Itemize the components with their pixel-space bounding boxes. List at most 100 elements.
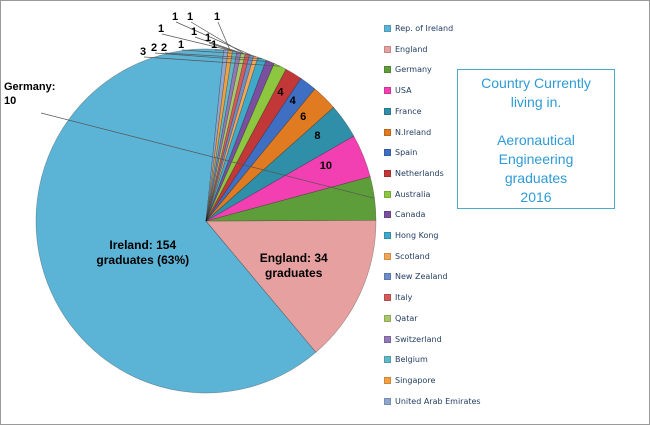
legend-label: Italy xyxy=(395,293,413,303)
leader-line xyxy=(143,56,281,67)
leader-line xyxy=(40,112,375,199)
pie-slice-spain xyxy=(205,77,316,222)
slice-label-n-ireland: 6 xyxy=(300,111,306,123)
slice-label-new-zealand: 1 xyxy=(172,11,178,23)
leader-line xyxy=(194,36,239,53)
legend-label: Germany xyxy=(395,65,432,75)
slice-label-hong-kong: 2 xyxy=(161,42,167,54)
legend-item: N.Ireland xyxy=(384,122,432,137)
pie-slice-rep-of-ireland xyxy=(35,48,317,394)
legend-swatch xyxy=(384,87,391,95)
pie-slice-canada xyxy=(205,59,275,222)
leader-line xyxy=(190,21,244,54)
legend-item: Switzerland xyxy=(384,329,442,344)
slice-label-england: England: 34 graduates xyxy=(260,251,328,280)
slice-label-qatar: 1 xyxy=(187,11,193,23)
pie-slice-netherlands xyxy=(205,68,302,222)
legend-label: Australia xyxy=(395,189,431,199)
leader-line xyxy=(164,52,263,59)
slice-label-spain: 4 xyxy=(290,95,297,107)
chart-title-line: 2016 xyxy=(520,189,552,205)
legend-item: New Zealand xyxy=(384,266,448,282)
legend-swatch xyxy=(384,66,391,74)
legend-swatch xyxy=(384,190,391,198)
leader-line xyxy=(217,21,231,51)
legend-swatch xyxy=(384,397,391,405)
legend-item: England xyxy=(384,39,428,54)
legend-swatch xyxy=(384,128,391,136)
legend-item: Belgium xyxy=(384,349,428,365)
legend-item: Italy xyxy=(384,287,413,303)
legend-item: Singapore xyxy=(384,370,435,385)
legend-item: Hong Kong xyxy=(384,225,439,240)
pie-slice-n-ireland xyxy=(205,88,334,222)
legend-label: Belgium xyxy=(395,355,428,365)
leader-line xyxy=(181,49,248,55)
slice-label-singapore: 1 xyxy=(214,11,220,23)
legend-item: USA xyxy=(384,80,412,96)
legend-swatch xyxy=(384,294,391,302)
slice-label-switzerland: 1 xyxy=(191,26,197,38)
slice-label-netherlands: 4 xyxy=(277,87,284,99)
chart-title-line: Engineering xyxy=(498,151,574,167)
chart-title-line: Country Currently xyxy=(481,75,591,91)
legend-swatch xyxy=(384,211,391,219)
legend-swatch xyxy=(384,273,391,281)
chart-title-line: Aeronautical xyxy=(497,132,575,148)
legend-item: Netherlands xyxy=(384,163,444,178)
legend-label: United Arab Emirates xyxy=(395,396,481,406)
pie-slice-france xyxy=(205,106,355,222)
pie-slice-england xyxy=(205,219,377,353)
chart-title-line: living in. xyxy=(510,94,562,110)
slice-label-belgium: 1 xyxy=(205,32,211,44)
legend-swatch xyxy=(384,25,391,32)
legend-swatch xyxy=(384,314,391,322)
leader-line xyxy=(154,52,271,63)
legend-item: Australia xyxy=(384,184,431,199)
legend-label: France xyxy=(395,106,422,116)
slice-label-france: 8 xyxy=(314,130,320,142)
chart-title-box: Country Currently living in. Aeronautica… xyxy=(457,69,615,209)
legend-swatch xyxy=(384,252,391,260)
legend-label: Rep. of Ireland xyxy=(395,24,454,33)
legend-item: Spain xyxy=(384,142,418,158)
legend-item: United Arab Emirates xyxy=(384,391,481,406)
legend-swatch xyxy=(384,232,391,239)
legend-swatch xyxy=(384,356,391,364)
leader-line xyxy=(161,33,256,57)
slice-label-scotland: 1 xyxy=(158,23,164,35)
legend-label: New Zealand xyxy=(395,272,448,282)
legend-swatch xyxy=(384,45,391,53)
slice-label-italy: 1 xyxy=(178,39,184,51)
legend-item: Scotland xyxy=(384,246,430,261)
legend-swatch xyxy=(384,107,391,115)
legend-item: Canada xyxy=(384,204,426,220)
chart-title-line xyxy=(458,112,614,131)
slice-label-rep-of-ireland: Ireland: 154 graduates (63%) xyxy=(96,238,189,267)
legend-label: Hong Kong xyxy=(395,231,439,240)
legend-label: USA xyxy=(395,86,412,96)
legend-label: Switzerland xyxy=(395,334,442,344)
pie-slice-usa xyxy=(205,135,371,222)
legend-label: Canada xyxy=(395,210,426,220)
legend-label: Spain xyxy=(395,148,418,158)
chart-title-line: graduates xyxy=(504,170,568,186)
legend-item: France xyxy=(384,101,422,116)
legend-label: Qatar xyxy=(395,313,418,323)
legend-label: Netherlands xyxy=(395,168,444,178)
slice-label-australia: 3 xyxy=(140,46,146,58)
legend-swatch xyxy=(384,169,391,177)
slice-label-germany: Germany: 10 xyxy=(4,81,55,107)
legend-label: N.Ireland xyxy=(395,127,432,137)
legend-swatch xyxy=(384,376,391,384)
legend-swatch xyxy=(384,335,391,343)
legend-item: Rep. of Ireland xyxy=(384,18,454,33)
legend-label: England xyxy=(395,44,428,54)
legend-item: Qatar xyxy=(384,308,418,323)
slice-label-canada: 2 xyxy=(151,42,157,54)
legend-swatch xyxy=(384,149,391,157)
slice-label-united-arab-emirates: 1 xyxy=(211,39,217,51)
legend-item: Germany xyxy=(384,59,432,75)
